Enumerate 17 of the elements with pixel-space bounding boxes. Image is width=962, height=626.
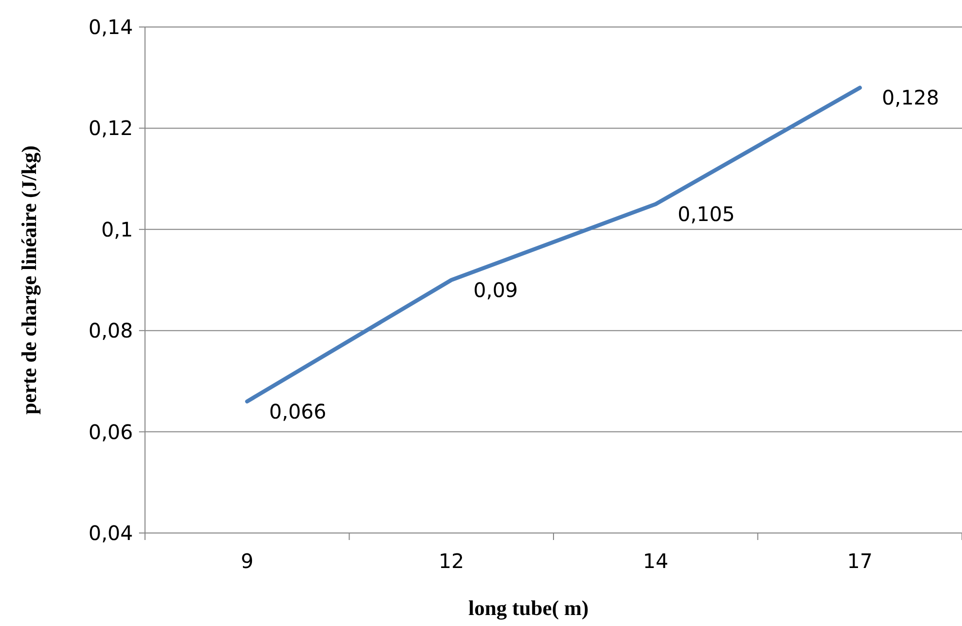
y-axis-title: perte de charge linéaire (J/kg) xyxy=(17,145,41,415)
data-label: 0,105 xyxy=(678,202,735,226)
x-tick-label: 12 xyxy=(438,549,464,573)
y-tick-label: 0,06 xyxy=(88,420,133,444)
y-tick-label: 0,1 xyxy=(101,217,133,242)
x-tick-label: 9 xyxy=(240,549,254,573)
data-label: 0,128 xyxy=(882,86,940,110)
x-tick-label: 17 xyxy=(847,549,873,573)
x-tick-label: 14 xyxy=(642,549,668,573)
y-tick-label: 0,04 xyxy=(88,521,133,545)
data-label: 0,066 xyxy=(269,399,326,424)
line-series xyxy=(245,86,862,404)
x-axis-title: long tube( m) xyxy=(468,596,589,620)
y-tick-label: 0,12 xyxy=(88,116,133,140)
y-tick-label: 0,14 xyxy=(88,15,133,39)
y-tick-label: 0,08 xyxy=(88,318,133,343)
data-label: 0,09 xyxy=(473,278,518,302)
